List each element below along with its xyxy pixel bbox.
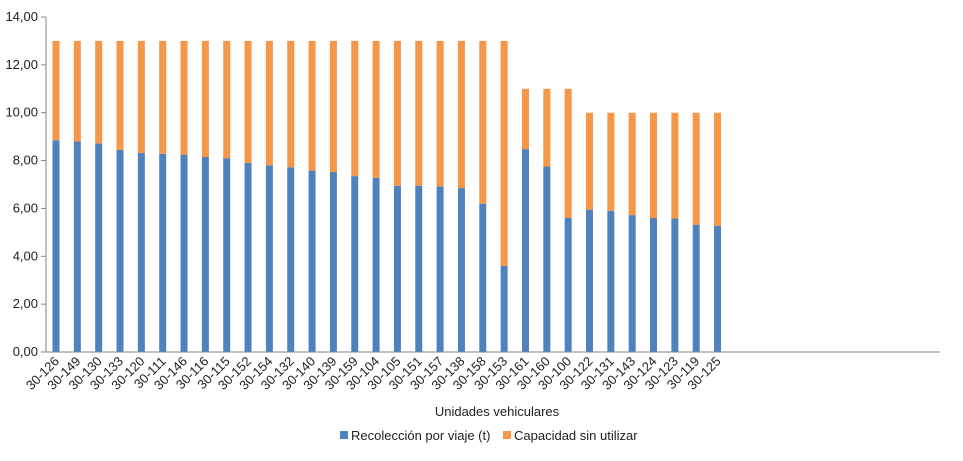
bar-capacidad-sin-utilizar: [607, 112, 615, 211]
bar-recoleccion: [329, 172, 337, 352]
bar-capacidad-sin-utilizar: [201, 40, 209, 157]
bar-capacidad-sin-utilizar: [393, 40, 401, 186]
bar-capacidad-sin-utilizar: [351, 40, 359, 177]
bar-recoleccion: [586, 209, 593, 353]
legend: Recolección por viaje (t) Capacidad sin u…: [340, 428, 638, 443]
x-axis-title: Unidades vehiculares: [435, 404, 560, 419]
bar-recoleccion: [500, 265, 508, 352]
bar-capacidad-sin-utilizar: [52, 40, 60, 141]
bar-recoleccion: [52, 140, 60, 352]
bar-recoleccion: [521, 149, 529, 352]
bar-capacidad-sin-utilizar: [180, 40, 188, 155]
bar-capacidad-sin-utilizar: [95, 40, 103, 144]
bar-recoleccion: [714, 225, 722, 352]
bar-recoleccion: [287, 167, 295, 352]
bar-capacidad-sin-utilizar: [714, 112, 722, 226]
bar-capacidad-sin-utilizar: [73, 40, 81, 142]
bar-capacidad-sin-utilizar: [543, 88, 551, 167]
bar-capacidad-sin-utilizar: [500, 40, 508, 266]
bar-recoleccion: [116, 149, 124, 352]
bar-capacidad-sin-utilizar: [244, 40, 252, 163]
bar-capacidad-sin-utilizar: [692, 112, 700, 225]
bar-capacidad-sin-utilizar: [650, 112, 658, 218]
bar-capacidad-sin-utilizar: [521, 88, 529, 150]
bar-capacidad-sin-utilizar: [415, 40, 423, 186]
bar-recoleccion: [351, 176, 359, 353]
x-axis: 30-12630-14930-13030-13330-12030-11130-1…: [23, 351, 940, 393]
bar-recoleccion: [692, 224, 700, 352]
bar-recoleccion: [223, 158, 231, 352]
y-tick-label: 4,00: [13, 248, 38, 263]
bar-recoleccion: [479, 203, 487, 352]
bar-capacidad-sin-utilizar: [372, 40, 380, 178]
bar-recoleccion: [159, 153, 167, 352]
bar-capacidad-sin-utilizar: [628, 112, 636, 216]
bar-capacidad-sin-utilizar: [457, 40, 465, 189]
bar-recoleccion: [628, 215, 636, 352]
bar-capacidad-sin-utilizar: [308, 40, 316, 171]
bar-recoleccion: [73, 141, 81, 352]
bar-recoleccion: [650, 218, 658, 352]
legend-swatch: [340, 431, 348, 439]
bar-recoleccion: [372, 177, 380, 352]
bar-recoleccion: [308, 170, 316, 352]
bar-capacidad-sin-utilizar: [436, 40, 444, 187]
bar-capacidad-sin-utilizar: [159, 40, 167, 154]
y-tick-label: 0,00: [13, 344, 38, 359]
y-axis: 0,00 2,00 4,00 6,00 8,00 10,00 12,00 14,00: [5, 9, 47, 359]
bar-recoleccion: [543, 166, 551, 352]
bar-recoleccion: [564, 218, 572, 352]
bar-recoleccion: [137, 152, 145, 352]
bar-capacidad-sin-utilizar: [479, 40, 487, 204]
bar-recoleccion: [393, 185, 401, 352]
bar-capacidad-sin-utilizar: [265, 40, 273, 166]
legend-label: Recolección por viaje (t): [351, 428, 490, 443]
bar-recoleccion: [607, 210, 615, 352]
bar-recoleccion: [244, 162, 252, 352]
bar-recoleccion: [436, 186, 444, 352]
bar-recoleccion: [415, 185, 423, 352]
y-tick-label: 14,00: [5, 9, 38, 24]
bar-capacidad-sin-utilizar: [137, 40, 145, 153]
y-tick-label: 8,00: [13, 153, 38, 168]
bars: [52, 40, 722, 353]
legend-swatch: [503, 431, 511, 439]
y-tick-label: 12,00: [5, 57, 38, 72]
y-tick-label: 2,00: [13, 296, 38, 311]
bar-capacidad-sin-utilizar: [287, 40, 295, 168]
bar-capacidad-sin-utilizar: [116, 40, 124, 150]
bar-recoleccion: [180, 154, 188, 352]
bar-recoleccion: [265, 165, 273, 352]
y-tick-label: 10,00: [5, 105, 38, 120]
bar-recoleccion: [201, 156, 209, 352]
bar-recoleccion: [671, 218, 679, 352]
bar-capacidad-sin-utilizar: [671, 112, 679, 219]
bar-capacidad-sin-utilizar: [329, 40, 337, 173]
legend-label: Capacidad sin utilizar: [514, 428, 638, 443]
bar-capacidad-sin-utilizar: [564, 88, 572, 218]
y-tick-label: 6,00: [13, 200, 38, 215]
bar-capacidad-sin-utilizar: [586, 112, 593, 210]
bar-capacidad-sin-utilizar: [223, 40, 231, 159]
bar-recoleccion: [457, 188, 465, 352]
bar-recoleccion: [95, 143, 103, 352]
